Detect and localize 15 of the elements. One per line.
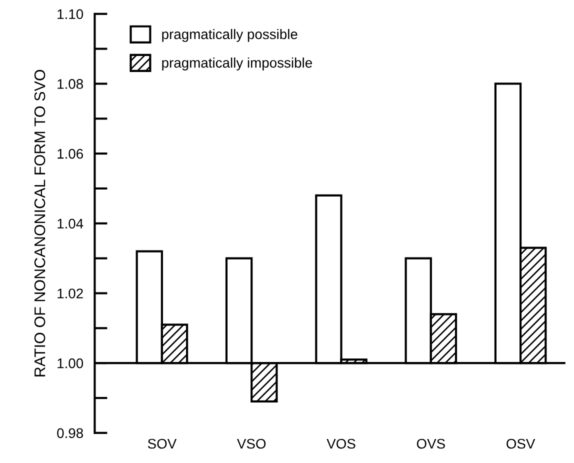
legend-label: pragmatically impossible — [162, 58, 312, 70]
y-tick-label: 1.06 — [58, 148, 83, 159]
y-tick-label: 1.08 — [58, 79, 83, 89]
text: 1.10 — [58, 9, 84, 20]
x-tick-label: OSV — [506, 438, 536, 449]
x-tick-label: OVS — [416, 438, 445, 449]
y-tick-label: 1.02 — [58, 288, 83, 298]
y-tick-label: 1.04 — [58, 218, 84, 229]
text: 1.00 — [58, 358, 84, 368]
x-tick-label: VSO — [237, 438, 266, 449]
y-axis-title: RATIO OF NONCANONICAL FORM TO SVO — [34, 70, 46, 376]
x-tick-label: SOV — [148, 438, 177, 449]
x-tick-label: VOS — [326, 438, 356, 449]
legend-label: pragmatically possible — [162, 28, 298, 42]
y-tick-label: 0.98 — [57, 428, 83, 438]
